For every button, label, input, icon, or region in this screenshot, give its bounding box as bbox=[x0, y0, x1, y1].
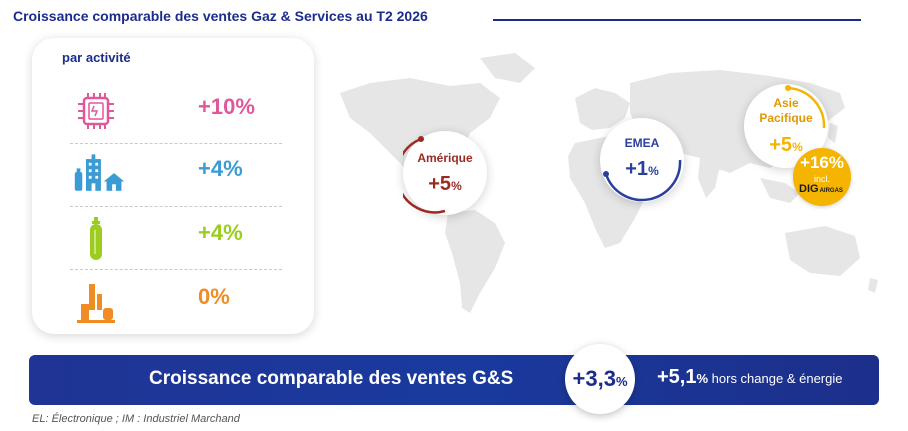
industrial-merchant-value: +4% bbox=[198, 220, 243, 245]
region-bubble-emea: EMEA +1% bbox=[600, 118, 684, 202]
total-growth-value: +3,3% bbox=[572, 366, 628, 391]
total-growth-badge: +3,3% bbox=[565, 344, 635, 414]
region-bubble-americas: Amérique +5% bbox=[403, 131, 487, 215]
emea-value: +1% bbox=[625, 158, 659, 180]
title-rule bbox=[493, 19, 861, 21]
region-bubble-apac: Asie Pacifique +5% bbox=[744, 84, 828, 168]
activity-card: par activité +10% +4% bbox=[32, 38, 314, 334]
large-industries-value: 0% bbox=[198, 284, 230, 309]
apac-progress-ring bbox=[785, 85, 826, 129]
apac-value: +5% bbox=[769, 134, 803, 156]
activity-row-industrial-merchant: +4% bbox=[62, 208, 284, 268]
row-divider bbox=[70, 143, 282, 144]
activity-row-healthcare: +4% bbox=[62, 144, 284, 204]
industrial-plant-icon bbox=[77, 284, 115, 323]
activity-row-electronics: +10% bbox=[62, 82, 284, 142]
activity-heading: par activité bbox=[62, 50, 131, 65]
dig-airgas-badge: +16% incl. DIGAIRGAS bbox=[793, 148, 851, 206]
electronics-value: +10% bbox=[198, 94, 255, 119]
emea-progress-ring bbox=[603, 159, 682, 202]
row-divider bbox=[70, 206, 282, 207]
emea-label: EMEA bbox=[624, 136, 660, 150]
summary-banner: Croissance comparable des ventes G&S bbox=[29, 355, 879, 405]
americas-progress-ring bbox=[403, 136, 446, 214]
growth-excl-fx-energy: +5,1% hors change & énergie bbox=[657, 366, 843, 388]
healthcare-value: +4% bbox=[198, 156, 243, 181]
americas-label: Amérique bbox=[417, 151, 473, 165]
electronics-chip-icon bbox=[78, 93, 114, 129]
apac-label: Asie Pacifique bbox=[759, 96, 813, 125]
row-divider bbox=[70, 269, 282, 270]
dig-incl-label: incl. bbox=[813, 174, 830, 184]
page-title: Croissance comparable des ventes Gaz & S… bbox=[13, 8, 428, 24]
banner-label: Croissance comparable des ventes G&S bbox=[149, 368, 514, 389]
healthcare-building-icon bbox=[74, 154, 125, 191]
dig-value: +16% bbox=[800, 153, 844, 172]
footnote: EL: Électronique ; IM : Industriel March… bbox=[32, 413, 240, 425]
activity-row-large-industries: 0% bbox=[62, 272, 284, 332]
americas-value: +5% bbox=[428, 173, 462, 195]
gas-cylinder-icon bbox=[90, 217, 102, 260]
dig-logo: DIGAIRGAS bbox=[799, 183, 843, 195]
